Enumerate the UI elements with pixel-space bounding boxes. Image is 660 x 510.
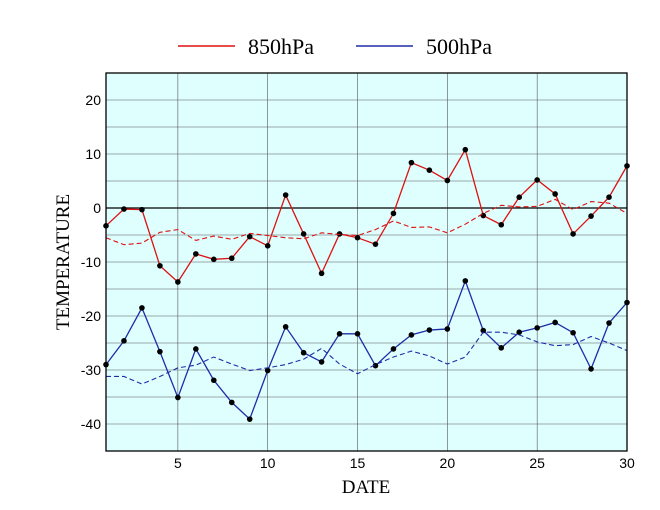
data-point [444,326,451,332]
data-point [516,329,523,336]
data-point [390,346,397,352]
y-tick-label: 0 [93,200,101,216]
data-point [372,241,379,247]
plot-frame [105,72,628,452]
data-point [606,194,612,200]
series-line-0 [105,148,628,283]
data-point [282,324,289,330]
data-point [588,213,594,219]
data-point [354,331,361,337]
data-point [534,325,540,331]
data-point [210,377,217,384]
data-point [462,146,469,153]
series-line-3 [106,331,628,385]
data-point [228,255,235,262]
series-line-2 [105,279,628,421]
grid [106,73,627,451]
data-point [210,256,217,263]
data-point [246,233,253,240]
data-point [139,305,145,311]
legend: 850hPa 500hPa [178,34,492,59]
data-point [390,210,397,217]
legend-label: 500hPa [426,34,492,59]
data-point [426,327,433,333]
data-point [318,359,325,365]
data-point [516,194,523,200]
data-point [570,329,576,336]
data-point [121,206,127,212]
data-point [175,279,181,285]
data-point [354,234,361,241]
data-point [480,327,487,334]
data-point [282,192,289,198]
data-point [426,167,433,173]
x-tick-label: 25 [529,455,545,471]
data-point [534,177,540,183]
data-point [139,206,145,213]
data-point [552,191,558,197]
data-point [606,320,612,326]
data-point [408,159,415,166]
data-point [588,366,594,372]
data-point [408,332,415,338]
data-point [264,243,271,249]
data-point [570,231,576,237]
x-tick-label: 15 [350,455,366,471]
data-point [444,177,451,184]
data-point [300,231,307,237]
data-point [372,362,379,369]
x-tick-label: 30 [619,455,635,471]
x-tick-label: 20 [440,455,456,471]
y-tick-label: -20 [81,308,101,324]
x-tick-label: 5 [174,455,182,471]
data-point [121,338,127,344]
y-tick-label: -10 [81,254,101,270]
y-tick-label: -30 [81,362,101,378]
series-line-1 [105,198,628,246]
data-point [264,367,271,374]
data-point [498,345,505,351]
data-point [193,251,199,257]
data-point [480,212,487,219]
data-point [157,262,163,269]
data-point [318,270,325,277]
y-tick-label: 10 [85,146,101,162]
data-point [462,278,469,284]
data-point [336,331,343,337]
data-point [498,221,505,228]
data-point [157,348,163,355]
data-point [175,394,181,401]
data-point [552,319,558,326]
plot-border [105,72,628,452]
y-tick-label: 20 [85,92,101,108]
x-tick-label: 10 [260,455,276,471]
data-point [300,349,307,356]
y-tick-label: -40 [81,416,101,432]
data-point [228,399,235,406]
tick-labels: 5 10 15 20 25 30 -40 -30 -20 -10 0 10 20 [81,92,635,471]
x-axis-title: DATE [342,477,391,498]
data-point [193,346,199,352]
series-layer [103,146,630,422]
y-axis-title: TEMPERATURE [53,194,74,330]
legend-label: 850hPa [248,34,314,59]
data-point [246,416,253,422]
